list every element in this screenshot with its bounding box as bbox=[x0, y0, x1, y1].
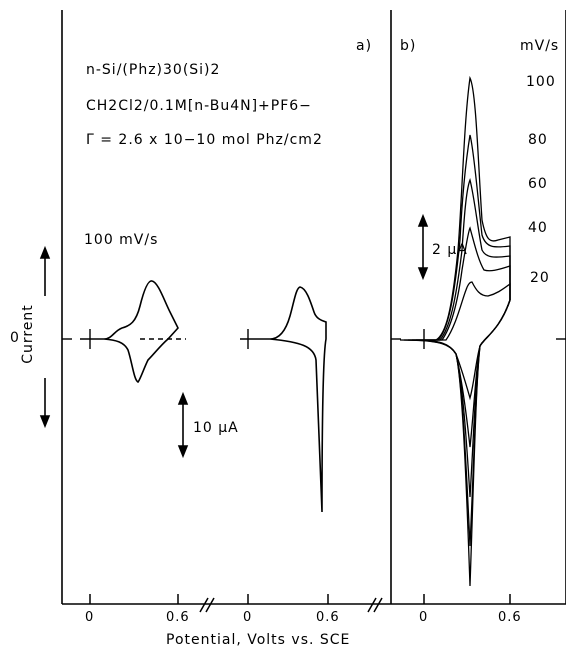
cv-trace-a1 bbox=[80, 280, 179, 383]
legend-entry-20: 20 bbox=[530, 270, 550, 286]
legend-entry-60: 60 bbox=[528, 176, 548, 192]
annotation-scan-rate: 100 mV/s bbox=[84, 232, 159, 248]
cv-trace-b-20 bbox=[415, 281, 511, 401]
scale-bars bbox=[39, 213, 429, 459]
annotation-electrode: n-Si/(Phz)30(Si)2 bbox=[86, 62, 221, 78]
panel-label-b: b) bbox=[400, 38, 417, 54]
arrow-head bbox=[39, 245, 51, 259]
arrow-head bbox=[177, 445, 189, 459]
x-tick-label: 0.6 bbox=[498, 610, 522, 625]
arrow-head bbox=[177, 391, 189, 405]
x-tick-label: 0.6 bbox=[316, 610, 340, 625]
x-axis-label: Potential, Volts vs. SCE bbox=[166, 632, 351, 648]
annotation-electrolyte: CH2Cl2/0.1M[n-Bu4N]+PF6− bbox=[86, 98, 312, 114]
x-tick-label: 0 bbox=[85, 610, 95, 625]
zero-ticks bbox=[62, 329, 566, 349]
x-tick-label: 0 bbox=[419, 610, 429, 625]
arrow-head bbox=[39, 415, 51, 429]
axis-break-marks bbox=[199, 597, 383, 613]
arrow-head bbox=[417, 213, 429, 227]
break-mark bbox=[199, 597, 209, 613]
break-mark bbox=[205, 597, 215, 613]
x-tick-marks bbox=[89, 594, 511, 604]
break-mark bbox=[367, 597, 377, 613]
panel-a-curve-1 bbox=[80, 280, 186, 383]
legend-title: mV/s bbox=[520, 38, 560, 54]
scale-label-a: 10 μA bbox=[193, 420, 239, 436]
x-tick-label: 0.6 bbox=[166, 610, 190, 625]
break-mark bbox=[373, 597, 383, 613]
scale-label-b: 2 μA bbox=[432, 242, 468, 258]
panel-label-a: a) bbox=[356, 38, 373, 54]
legend-entry-40: 40 bbox=[528, 220, 548, 236]
y-zero-label: 0 bbox=[10, 330, 20, 346]
panel-a-curve-2 bbox=[240, 286, 327, 513]
panel-frames bbox=[61, 10, 566, 605]
annotation-coverage: Γ = 2.6 x 10−10 mol Phz/cm2 bbox=[86, 132, 323, 148]
cv-trace-b-100 bbox=[399, 75, 511, 587]
cv-trace-a2 bbox=[240, 286, 327, 513]
y-axis-label: Current bbox=[19, 304, 36, 364]
legend-entry-80: 80 bbox=[528, 132, 548, 148]
panel-b-curves bbox=[399, 75, 511, 587]
x-tick-label: 0 bbox=[243, 610, 253, 625]
legend-entry-100: 100 bbox=[526, 74, 556, 90]
arrow-head bbox=[417, 267, 429, 281]
